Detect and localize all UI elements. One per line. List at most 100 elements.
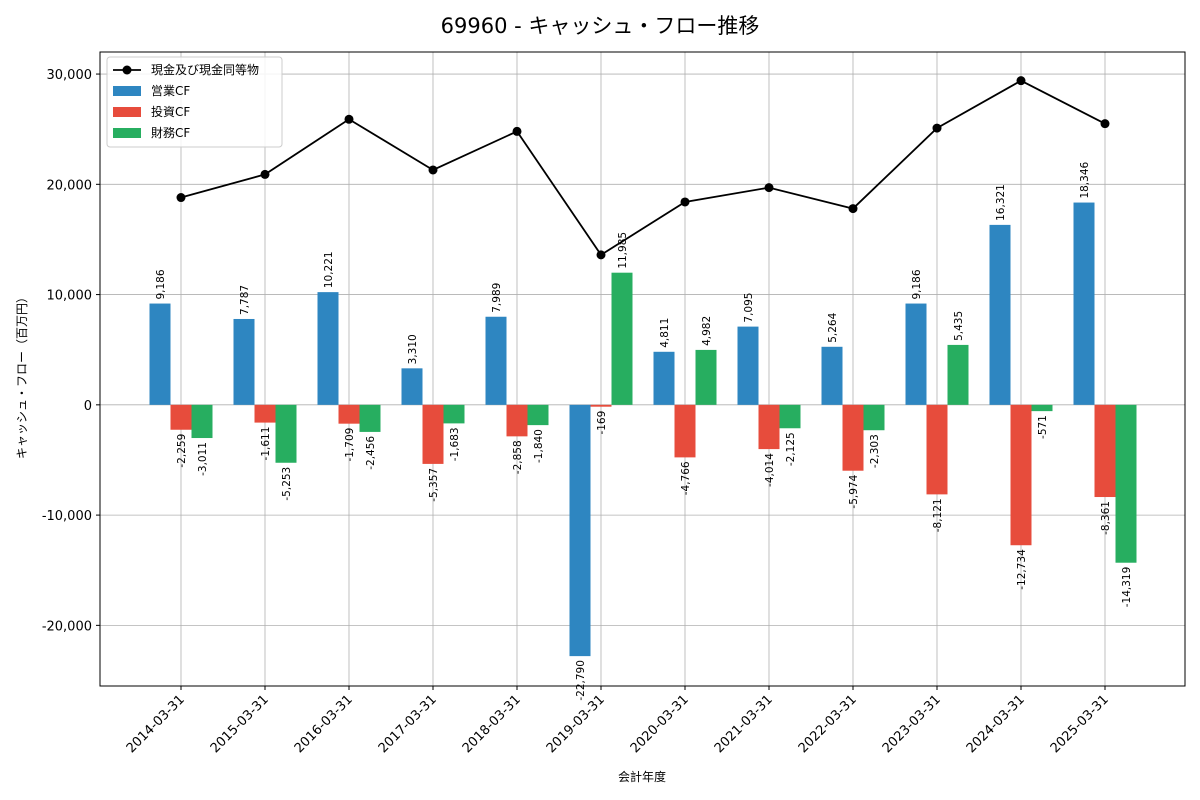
- bar-value-label: -1,709: [344, 428, 356, 462]
- bar-投資CF: [506, 404, 528, 437]
- chart-title: 69960 - キャッシュ・フロー推移: [441, 14, 760, 38]
- bar-投資CF: [254, 404, 276, 423]
- cash-line-point: [1016, 76, 1026, 86]
- bar-投資CF: [338, 404, 360, 424]
- bar-投資CF: [1094, 404, 1116, 498]
- bar-財務CF: [1115, 404, 1137, 563]
- bar-value-label: -5,974: [848, 474, 860, 508]
- x-tick-label: 2014-03-31: [124, 692, 188, 756]
- bar-営業CF: [989, 224, 1011, 405]
- bar-財務CF: [863, 404, 885, 431]
- x-tick-label: 2018-03-31: [460, 692, 524, 756]
- bar-value-label: -2,125: [785, 432, 797, 466]
- bars: [149, 202, 1137, 657]
- bar-value-label: -1,683: [449, 427, 461, 461]
- legend-bar-swatch: [113, 107, 141, 117]
- cash-line-point: [764, 183, 774, 193]
- y-tick-label: 20,000: [47, 178, 93, 193]
- legend-bar-swatch: [113, 86, 141, 96]
- bar-value-label: 4,811: [659, 318, 671, 348]
- x-tick-label: 2023-03-31: [880, 692, 944, 756]
- bar-財務CF: [191, 404, 213, 439]
- cash-line: [176, 76, 1110, 260]
- bar-営業CF: [485, 316, 507, 405]
- y-tick-label: -20,000: [42, 619, 92, 634]
- bar-営業CF: [149, 303, 171, 405]
- bar-財務CF: [359, 404, 381, 432]
- bar-財務CF: [275, 404, 297, 463]
- bar-value-label: -2,259: [176, 434, 188, 468]
- bar-財務CF: [947, 344, 969, 405]
- bar-value-label: -12,734: [1016, 549, 1028, 590]
- legend-label: 投資CF: [151, 104, 190, 119]
- cash-line-point: [260, 169, 270, 179]
- bar-value-label: -4,766: [680, 461, 692, 495]
- bar-財務CF: [611, 272, 633, 405]
- cash-line-point: [512, 126, 522, 136]
- cash-line-point: [848, 204, 858, 214]
- x-tick-label: 2016-03-31: [292, 692, 356, 756]
- bar-value-label: -4,014: [764, 453, 776, 487]
- cash-line-point: [1100, 119, 1110, 129]
- bar-value-label: -571: [1037, 415, 1049, 439]
- cash-line-point: [344, 114, 354, 124]
- bar-value-label: -3,011: [197, 442, 209, 476]
- x-tick-label: 2017-03-31: [376, 692, 440, 756]
- bar-value-label: 9,186: [911, 269, 923, 299]
- cash-line-point: [680, 197, 690, 207]
- bar-value-label: -22,790: [575, 660, 587, 701]
- plot-frame: [99, 51, 1186, 687]
- bar-営業CF: [233, 318, 255, 405]
- legend-label: 財務CF: [151, 125, 190, 140]
- y-tick-label: 0: [84, 399, 92, 414]
- bar-value-label: 4,982: [701, 316, 713, 346]
- y-axis-label: キャッシュ・フロー（百万円）: [15, 291, 29, 459]
- cash-line-path: [180, 79, 1106, 257]
- bar-営業CF: [737, 326, 759, 405]
- bar-value-label: -2,858: [512, 440, 524, 474]
- bar-投資CF: [758, 404, 780, 450]
- bar-投資CF: [422, 404, 444, 464]
- legend-label: 現金及び現金同等物: [151, 62, 259, 77]
- bar-value-label: 5,264: [827, 312, 839, 342]
- bar-営業CF: [653, 351, 675, 405]
- bar-営業CF: [317, 292, 339, 405]
- x-tick-label: 2025-03-31: [1048, 692, 1112, 756]
- bar-value-label: -14,319: [1121, 567, 1133, 608]
- bar-財務CF: [1031, 404, 1053, 412]
- x-tick-label: 2019-03-31: [544, 692, 608, 756]
- bar-value-label: -1,840: [533, 429, 545, 463]
- bar-value-label: 5,435: [953, 311, 965, 341]
- bar-投資CF: [674, 404, 696, 458]
- bar-財務CF: [779, 404, 801, 429]
- x-axis-label: 会計年度: [618, 769, 666, 784]
- y-tick-label: 10,000: [47, 289, 93, 304]
- bar-投資CF: [170, 404, 192, 430]
- bar-投資CF: [842, 404, 864, 471]
- bar-value-label: 11,985: [617, 232, 629, 269]
- cash-line-point: [932, 123, 942, 133]
- x-tick-label: 2020-03-31: [628, 692, 692, 756]
- bar-投資CF: [590, 404, 612, 407]
- bar-value-label: -5,357: [428, 468, 440, 502]
- x-tick-label: 2024-03-31: [964, 692, 1028, 756]
- data-labels: 9,186 7,787 10,221 3,310 7,989 -22,790 4,811 7,…: [155, 161, 1133, 700]
- y-tick-label: 30,000: [47, 68, 93, 83]
- bar-財務CF: [695, 349, 717, 405]
- x-tick-label: 2022-03-31: [796, 692, 860, 756]
- cash-line-point: [428, 165, 438, 175]
- bar-value-label: -8,121: [932, 498, 944, 532]
- bar-value-label: 7,787: [239, 285, 251, 315]
- y-tick-label: -10,000: [42, 509, 92, 524]
- legend-box: [106, 56, 283, 148]
- bar-投資CF: [1010, 404, 1032, 546]
- bar-財務CF: [443, 404, 465, 424]
- bar-営業CF: [1073, 202, 1095, 405]
- legend-bar-swatch: [113, 128, 141, 138]
- bar-財務CF: [527, 404, 549, 426]
- bar-value-label: 3,310: [407, 334, 419, 364]
- bar-value-label: 7,095: [743, 293, 755, 323]
- bar-営業CF: [905, 303, 927, 405]
